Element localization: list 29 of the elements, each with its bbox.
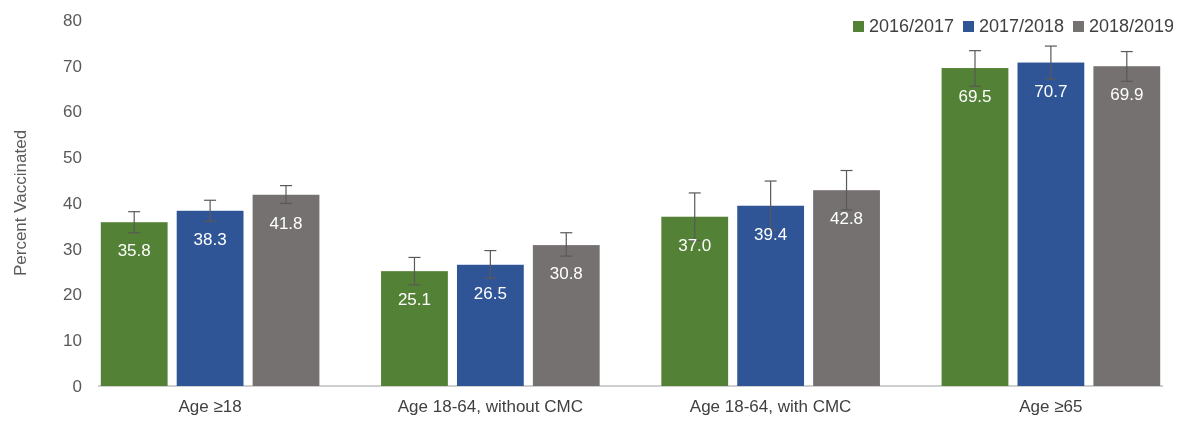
y-tick-label: 80 [63, 10, 82, 30]
y-tick-label: 30 [63, 239, 82, 259]
y-tick-label: 50 [63, 148, 82, 168]
data-label: 35.8 [117, 241, 151, 261]
data-label: 42.8 [829, 209, 864, 229]
data-label: 30.8 [549, 264, 583, 284]
data-label: 37.0 [678, 235, 712, 255]
x-tick-label: Age ≥18 [178, 397, 242, 416]
x-tick-label: Age ≥65 [1019, 397, 1083, 416]
data-label: 69.9 [1110, 85, 1144, 105]
y-tick-label: 0 [72, 376, 82, 396]
y-tick-label: 60 [63, 102, 82, 122]
data-label: 69.5 [958, 87, 992, 107]
data-label: 25.1 [397, 290, 432, 310]
x-tick-label: Age 18-64, without CMC [397, 397, 583, 416]
legend-label: 2018/2019 [1089, 16, 1175, 36]
y-tick-label: 70 [63, 56, 82, 76]
x-tick-label: Age 18-64, with CMC [689, 397, 852, 416]
y-tick-label: 20 [63, 285, 82, 305]
data-label: 39.4 [754, 224, 788, 244]
legend-label: 2017/2018 [979, 16, 1065, 36]
data-label: 41.8 [269, 213, 303, 233]
y-tick-label: 40 [63, 193, 82, 213]
data-label: 70.7 [1034, 81, 1068, 101]
y-tick-label: 10 [63, 331, 82, 351]
data-label: 26.5 [473, 283, 507, 303]
y-axis-title: Percent Vaccinated [11, 129, 30, 277]
legend-label: 2016/2017 [869, 16, 955, 36]
data-label: 38.3 [193, 229, 227, 249]
